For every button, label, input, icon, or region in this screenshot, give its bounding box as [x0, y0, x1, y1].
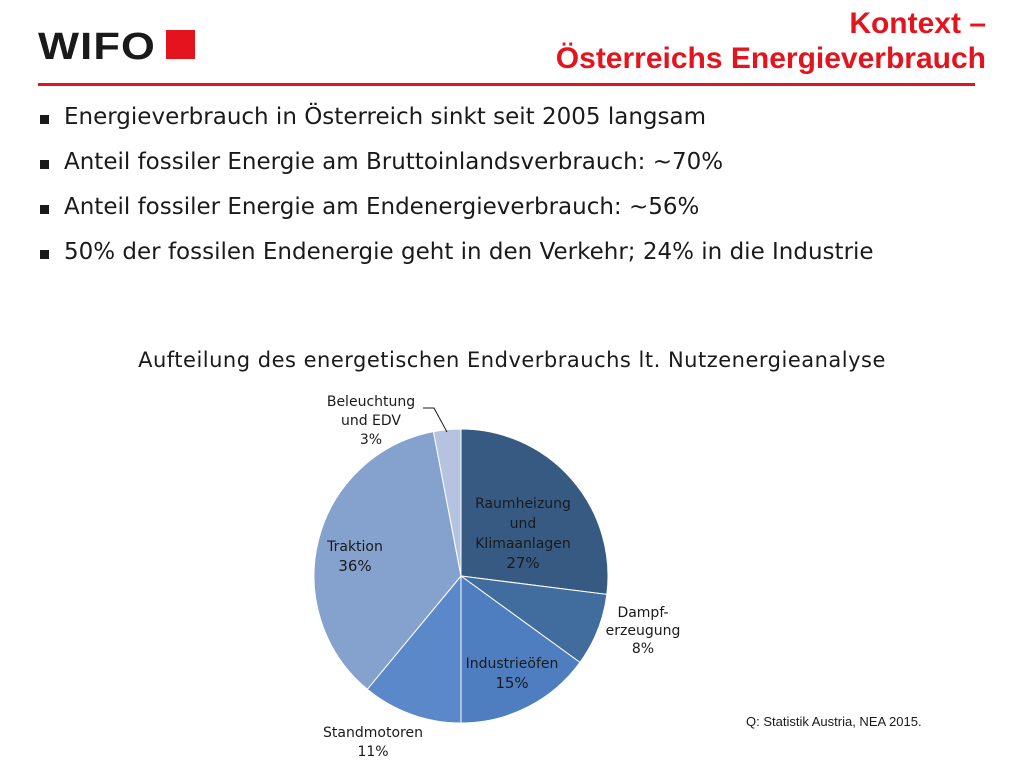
pie-value-label-2: 8%: [632, 641, 654, 657]
source-note: Q: Statistik Austria, NEA 2015.: [746, 714, 922, 729]
leader-line-beleuchtung: [423, 407, 448, 433]
pie-slice-4: [366, 574, 462, 724]
pie-category-label-1: Klimaanlagen: [475, 536, 570, 552]
pie-category-label-6: und EDV: [341, 413, 401, 429]
pie-slice-5: [313, 431, 462, 690]
pie-value-label-1: 27%: [506, 554, 539, 572]
chart-title: Aufteilung des energetischen Endverbrauc…: [138, 348, 886, 372]
pie-slice-6: [432, 428, 462, 577]
title-divider: [38, 83, 975, 86]
pie-value-label-4: 11%: [357, 744, 388, 760]
pie-label-6: Beleuchtung und EDV 3%: [327, 394, 415, 448]
pie-category-label-1: Raumheizung: [475, 496, 571, 512]
bullet-item-1: Energieverbrauch in Österreich sinkt sei…: [38, 102, 938, 132]
pie-value-label-3: 15%: [495, 674, 528, 692]
pie-label-4: Standmotoren 11%: [323, 725, 423, 760]
pie-category-label-2: Dampf-: [617, 605, 668, 621]
pie-category-label-3: Industrieöfen: [466, 656, 559, 672]
pie-category-label-4: Standmotoren: [323, 725, 423, 741]
pie-label-1: Raumheizung und Klimaanlagen 27%: [475, 496, 571, 572]
page-title-line-1: Kontext –: [849, 7, 986, 40]
pie-slice-1: [460, 428, 609, 595]
bullet-item-3: Anteil fossiler Energie am Endenergiever…: [38, 192, 938, 222]
pie-slice-3: [460, 575, 581, 724]
wifo-logo-square: [166, 30, 195, 59]
pie-category-label-2: erzeugung: [606, 623, 681, 639]
pie-value-label-5: 36%: [338, 557, 371, 575]
pie-category-label-1: und: [510, 516, 537, 532]
page-title-line-2: Österreichs Energieverbrauch: [555, 42, 986, 75]
wifo-logo-text: WIFO: [38, 26, 156, 66]
pie-label-3: Industrieöfen 15%: [466, 656, 559, 692]
pie-category-label-6: Beleuchtung: [327, 394, 415, 410]
pie-value-label-6: 3%: [360, 432, 382, 448]
wifo-logo: WIFO: [38, 26, 195, 66]
bullet-item-2: Anteil fossiler Energie am Bruttoinlands…: [38, 147, 938, 177]
pie-category-label-5: Traktion: [326, 539, 383, 555]
bullet-item-4: 50% der fossilen Endenergie geht in den …: [38, 237, 938, 267]
pie-label-2: Dampf-erzeugung 8%: [606, 605, 681, 657]
page-title: Kontext – Österreichs Energieverbrauch: [556, 6, 986, 76]
bullet-list: Energieverbrauch in Österreich sinkt sei…: [38, 102, 938, 282]
pie-label-5: Traktion 36%: [326, 539, 383, 575]
